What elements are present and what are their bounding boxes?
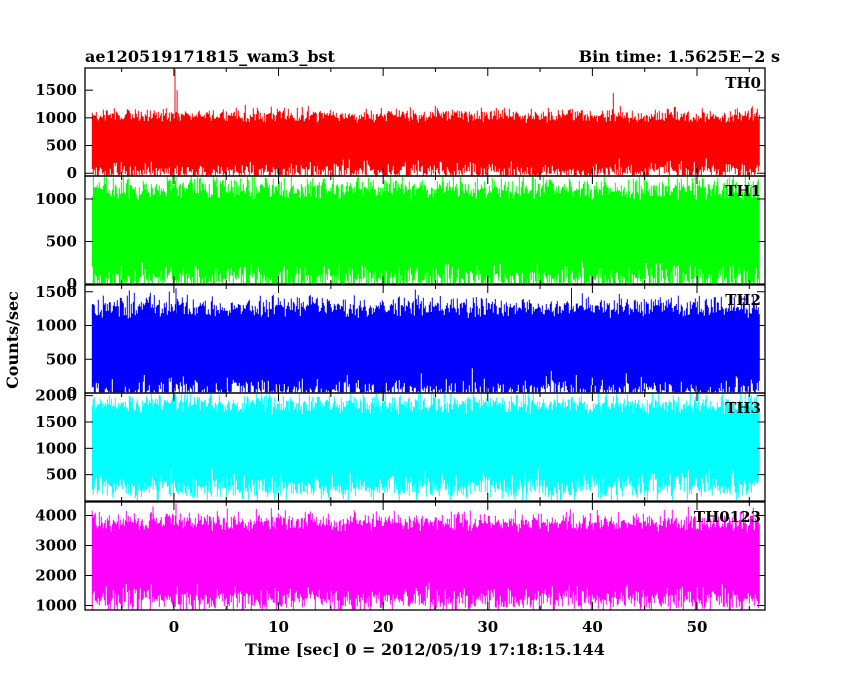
y-tick-label: 1000 xyxy=(35,317,77,335)
series-line-th1 xyxy=(91,176,760,284)
y-tick-label: 2000 xyxy=(35,567,77,585)
series-label-th3: TH3 xyxy=(725,399,761,417)
y-tick-label: 4000 xyxy=(35,507,77,525)
x-axis-label: Time [sec] 0 = 2012/05/19 17:18:15.144 xyxy=(245,640,605,659)
y-tick-label: 1500 xyxy=(35,413,77,431)
panel-frame xyxy=(84,175,766,285)
y-tick-label: 3000 xyxy=(35,537,77,555)
y-tick-label: 1000 xyxy=(35,109,77,127)
x-tick-label: 0 xyxy=(169,618,179,636)
bin-time-label: Bin time: 1.5625E−2 s xyxy=(579,47,780,66)
chart-title: ae120519171815_wam3_bst xyxy=(85,47,336,66)
y-tick-label: 0 xyxy=(67,275,77,293)
series-line-th0123 xyxy=(91,503,760,610)
y-tick-label: 0 xyxy=(67,164,77,182)
y-axis-label: Counts/sec xyxy=(3,291,22,389)
panel-th3: 500 1000 1500 2000 TH3 xyxy=(35,387,766,502)
y-tick-label: 1500 xyxy=(35,283,77,301)
series-label-th0123: TH0123 xyxy=(694,508,761,526)
x-tick-label: 10 xyxy=(268,618,289,636)
panel-th0: 0 500 1000 1500 TH0 xyxy=(35,67,766,182)
series-label-th0: TH0 xyxy=(725,74,761,92)
series-label-th1: TH1 xyxy=(725,182,761,200)
panel-frame xyxy=(84,392,766,502)
y-tick-label: 500 xyxy=(46,232,77,250)
x-tick-label: 20 xyxy=(373,618,394,636)
x-tick-label: 50 xyxy=(687,618,708,636)
series-label-th2: TH2 xyxy=(725,291,761,309)
y-tick-label: 1000 xyxy=(35,190,77,208)
panel-th0123: 1000 2000 3000 4000 TH0123 xyxy=(35,501,766,615)
y-tick-label: 2000 xyxy=(35,387,77,405)
series-line-th2 xyxy=(91,287,760,393)
y-tick-label: 1500 xyxy=(35,81,77,99)
y-tick-label: 500 xyxy=(46,466,77,484)
x-tick-label: 40 xyxy=(582,618,603,636)
panel-frame xyxy=(84,501,766,611)
panel-th2: 0 500 1000 1500 TH2 xyxy=(35,283,766,402)
panel-th1: 0 500 1000 TH1 xyxy=(35,175,766,293)
series-line-th0 xyxy=(91,69,760,176)
series-line-th3 xyxy=(91,393,760,501)
x-tick-label: 30 xyxy=(477,618,498,636)
y-tick-label: 500 xyxy=(46,350,77,368)
y-tick-label: 500 xyxy=(46,137,77,155)
y-tick-label: 1000 xyxy=(35,597,77,615)
y-tick-label: 1000 xyxy=(35,439,77,457)
y-tick-label: 0 xyxy=(67,384,77,402)
